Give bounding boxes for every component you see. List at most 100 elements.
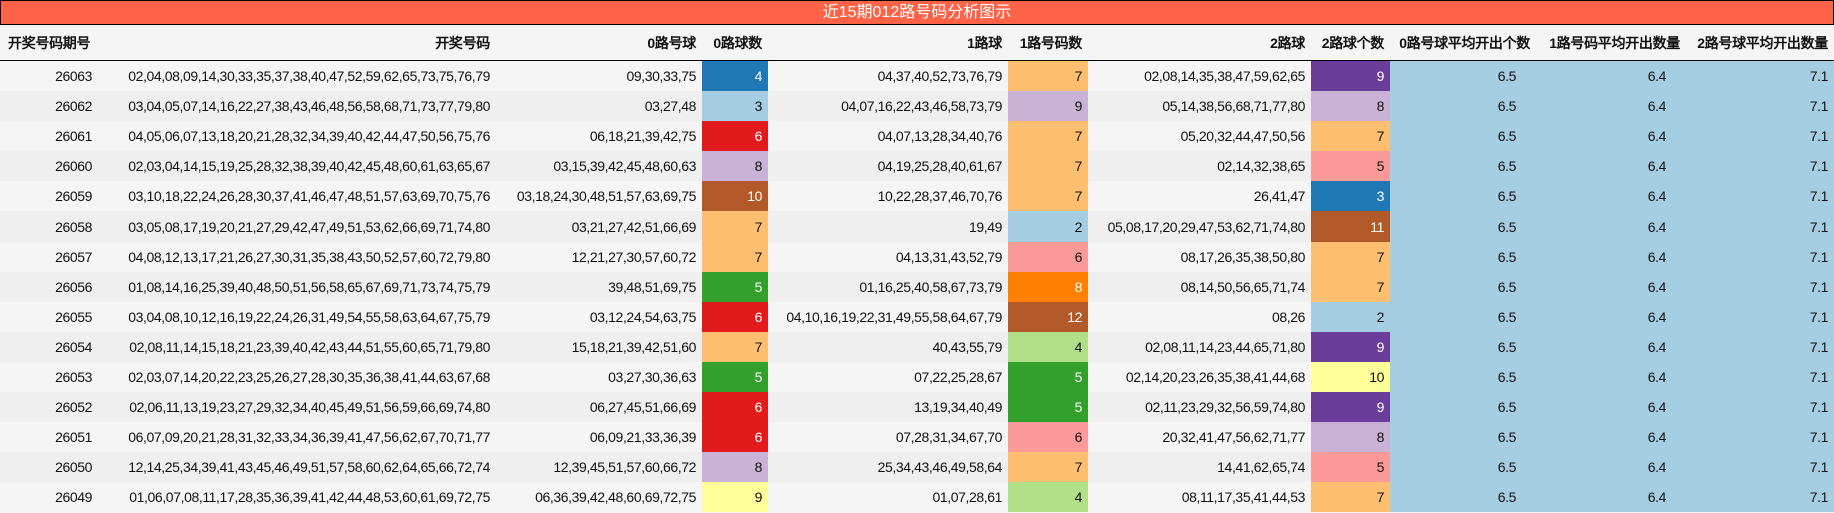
table-row: 26054 02,08,11,14,15,18,21,23,39,40,42,43… bbox=[0, 331, 1834, 362]
road0-count-cell: 9 bbox=[702, 482, 768, 513]
header-issue[interactable]: 开奖号码期号 bbox=[0, 25, 98, 61]
road0-balls-cell: 15,18,21,39,42,51,60 bbox=[496, 331, 702, 362]
road2-count-cell: 7 bbox=[1311, 271, 1390, 302]
road0-count-cell: 6 bbox=[702, 392, 768, 423]
road2-balls-cell: 02,14,20,23,26,35,38,41,44,68 bbox=[1088, 361, 1311, 393]
road2-balls-cell: 05,14,38,56,68,71,77,80 bbox=[1088, 91, 1311, 122]
road0-avg-cell: 6.5 bbox=[1390, 60, 1536, 92]
road1-balls-cell: 01,16,25,40,58,67,73,79 bbox=[768, 271, 1008, 302]
road2-balls-cell: 02,08,11,14,23,44,65,71,80 bbox=[1088, 331, 1311, 362]
header-road1-avg[interactable]: 1路号码平均开出数量 bbox=[1536, 25, 1686, 61]
road1-avg-cell: 6.4 bbox=[1536, 60, 1686, 92]
road2-avg-cell: 7.1 bbox=[1686, 422, 1834, 453]
road2-balls-cell: 02,14,32,38,65 bbox=[1088, 151, 1311, 182]
road2-count-cell: 7 bbox=[1311, 241, 1390, 272]
numbers-cell: 02,04,08,09,14,30,33,35,37,38,40,47,52,5… bbox=[98, 60, 496, 92]
road1-avg-cell: 6.4 bbox=[1536, 392, 1686, 423]
road1-balls-cell: 10,22,28,37,46,70,76 bbox=[768, 181, 1008, 212]
road0-balls-cell: 03,27,30,36,63 bbox=[496, 361, 702, 393]
road1-avg-cell: 6.4 bbox=[1536, 151, 1686, 182]
road2-count-cell: 11 bbox=[1311, 211, 1390, 242]
road0-count-cell: 8 bbox=[702, 452, 768, 483]
road1-avg-cell: 6.4 bbox=[1536, 452, 1686, 483]
analysis-table: 开奖号码期号 开奖号码 0路号球 0路球数 1路球 1路号码数 2路球 2路球个… bbox=[0, 25, 1834, 513]
road1-balls-cell: 04,07,13,28,34,40,76 bbox=[768, 121, 1008, 152]
road2-avg-cell: 7.1 bbox=[1686, 301, 1834, 332]
numbers-cell: 01,08,14,16,25,39,40,48,50,51,56,58,65,6… bbox=[98, 271, 496, 302]
road1-count-cell: 6 bbox=[1008, 241, 1088, 272]
road0-avg-cell: 6.5 bbox=[1390, 422, 1536, 453]
issue-cell: 26060 bbox=[0, 151, 98, 182]
road2-balls-cell: 26,41,47 bbox=[1088, 181, 1311, 212]
road1-avg-cell: 6.4 bbox=[1536, 271, 1686, 302]
road0-balls-cell: 12,21,27,30,57,60,72 bbox=[496, 241, 702, 272]
road2-balls-cell: 14,41,62,65,74 bbox=[1088, 452, 1311, 483]
numbers-cell: 06,07,09,20,21,28,31,32,33,34,36,39,41,4… bbox=[98, 422, 496, 453]
numbers-cell: 12,14,25,34,39,41,43,45,46,49,51,57,58,6… bbox=[98, 452, 496, 483]
table-row: 26052 02,06,11,13,19,23,27,29,32,34,40,45… bbox=[0, 392, 1834, 423]
road1-count-cell: 7 bbox=[1008, 151, 1088, 182]
header-numbers[interactable]: 开奖号码 bbox=[98, 25, 496, 61]
issue-cell: 26059 bbox=[0, 181, 98, 212]
issue-cell: 26049 bbox=[0, 482, 98, 513]
header-road1-count[interactable]: 1路号码数 bbox=[1008, 25, 1088, 61]
table-row: 26050 12,14,25,34,39,41,43,45,46,49,51,57… bbox=[0, 452, 1834, 483]
road2-avg-cell: 7.1 bbox=[1686, 211, 1834, 242]
road0-balls-cell: 39,48,51,69,75 bbox=[496, 271, 702, 302]
road1-count-cell: 7 bbox=[1008, 181, 1088, 212]
road2-balls-cell: 08,14,50,56,65,71,74 bbox=[1088, 271, 1311, 302]
issue-cell: 26054 bbox=[0, 331, 98, 362]
road2-count-cell: 9 bbox=[1311, 392, 1390, 423]
road0-count-cell: 5 bbox=[702, 361, 768, 393]
numbers-cell: 01,06,07,08,11,17,28,35,36,39,41,42,44,4… bbox=[98, 482, 496, 513]
issue-cell: 26057 bbox=[0, 241, 98, 272]
issue-cell: 26062 bbox=[0, 91, 98, 122]
road1-balls-cell: 04,07,16,22,43,46,58,73,79 bbox=[768, 91, 1008, 122]
road0-avg-cell: 6.5 bbox=[1390, 241, 1536, 272]
issue-cell: 26052 bbox=[0, 392, 98, 423]
header-road1-balls[interactable]: 1路球 bbox=[768, 25, 1008, 61]
road1-balls-cell: 25,34,43,46,49,58,64 bbox=[768, 452, 1008, 483]
road2-balls-cell: 20,32,41,47,56,62,71,77 bbox=[1088, 422, 1311, 453]
road0-count-cell: 6 bbox=[702, 121, 768, 152]
numbers-cell: 02,06,11,13,19,23,27,29,32,34,40,45,49,5… bbox=[98, 392, 496, 423]
numbers-cell: 02,03,04,14,15,19,25,28,32,38,39,40,42,4… bbox=[98, 151, 496, 182]
road1-count-cell: 9 bbox=[1008, 91, 1088, 122]
road2-avg-cell: 7.1 bbox=[1686, 331, 1834, 362]
numbers-cell: 04,08,12,13,17,21,26,27,30,31,35,38,43,5… bbox=[98, 241, 496, 272]
road0-avg-cell: 6.5 bbox=[1390, 361, 1536, 393]
road1-balls-cell: 04,13,31,43,52,79 bbox=[768, 241, 1008, 272]
header-road2-avg[interactable]: 2路号球平均开出数量 bbox=[1686, 25, 1834, 61]
road0-balls-cell: 09,30,33,75 bbox=[496, 60, 702, 92]
road1-balls-cell: 04,19,25,28,40,61,67 bbox=[768, 151, 1008, 182]
road1-count-cell: 4 bbox=[1008, 482, 1088, 513]
numbers-cell: 04,05,06,07,13,18,20,21,28,32,34,39,40,4… bbox=[98, 121, 496, 152]
issue-cell: 26056 bbox=[0, 271, 98, 302]
header-road0-avg[interactable]: 0路号球平均开出个数 bbox=[1390, 25, 1536, 61]
header-road2-count[interactable]: 2路球个数 bbox=[1311, 25, 1390, 61]
numbers-cell: 03,10,18,22,24,26,28,30,37,41,46,47,48,5… bbox=[98, 181, 496, 212]
road2-balls-cell: 05,08,17,20,29,47,53,62,71,74,80 bbox=[1088, 211, 1311, 242]
issue-cell: 26061 bbox=[0, 121, 98, 152]
issue-cell: 26050 bbox=[0, 452, 98, 483]
road1-count-cell: 8 bbox=[1008, 271, 1088, 302]
road0-avg-cell: 6.5 bbox=[1390, 121, 1536, 152]
road1-balls-cell: 13,19,34,40,49 bbox=[768, 392, 1008, 423]
table-body: 26063 02,04,08,09,14,30,33,35,37,38,40,47… bbox=[0, 60, 1834, 513]
issue-cell: 26063 bbox=[0, 60, 98, 92]
table-row: 26053 02,03,07,14,20,22,23,25,26,27,28,30… bbox=[0, 361, 1834, 393]
road1-avg-cell: 6.4 bbox=[1536, 121, 1686, 152]
road1-balls-cell: 19,49 bbox=[768, 211, 1008, 242]
road1-count-cell: 6 bbox=[1008, 422, 1088, 453]
header-road0-balls[interactable]: 0路号球 bbox=[496, 25, 702, 61]
header-road2-balls[interactable]: 2路球 bbox=[1088, 25, 1311, 61]
road2-avg-cell: 7.1 bbox=[1686, 181, 1834, 212]
table-row: 26060 02,03,04,14,15,19,25,28,32,38,39,40… bbox=[0, 151, 1834, 182]
header-road0-count[interactable]: 0路球数 bbox=[702, 25, 768, 61]
road1-avg-cell: 6.4 bbox=[1536, 331, 1686, 362]
issue-cell: 26053 bbox=[0, 361, 98, 393]
table-row: 26056 01,08,14,16,25,39,40,48,50,51,56,58… bbox=[0, 271, 1834, 302]
road1-balls-cell: 04,37,40,52,73,76,79 bbox=[768, 60, 1008, 92]
table-row: 26059 03,10,18,22,24,26,28,30,37,41,46,47… bbox=[0, 181, 1834, 212]
road0-avg-cell: 6.5 bbox=[1390, 301, 1536, 332]
